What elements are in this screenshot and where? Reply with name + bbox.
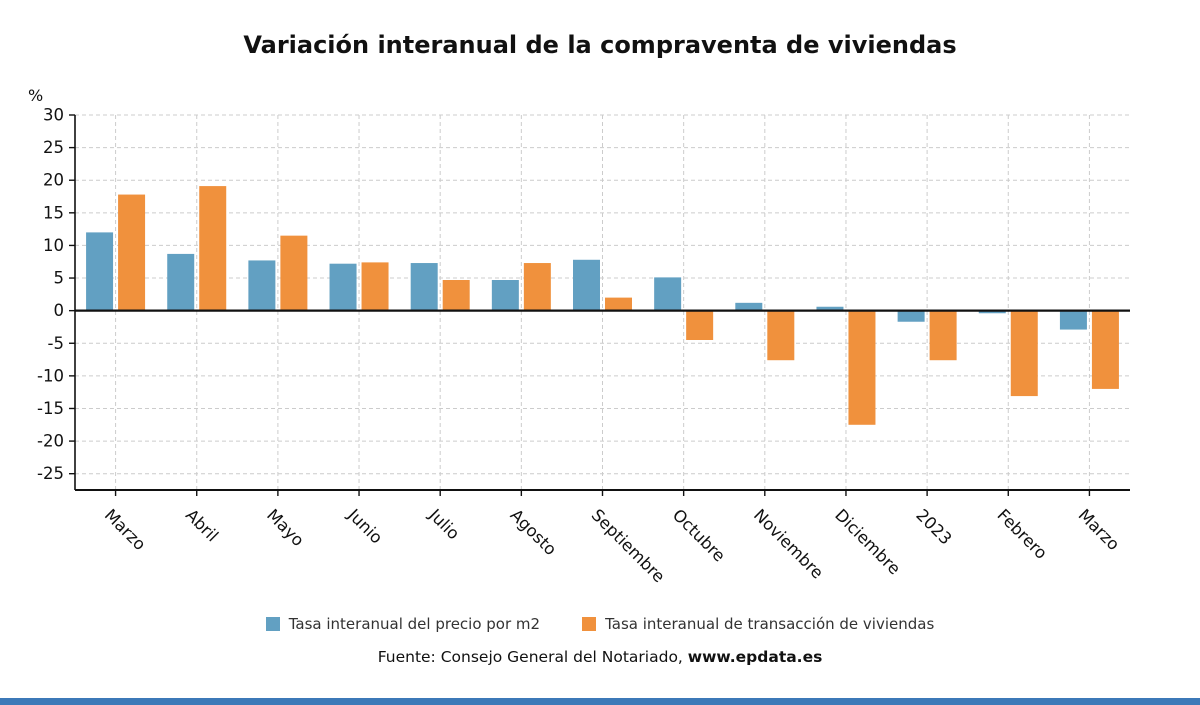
legend-swatch-transaccion-icon xyxy=(582,617,597,631)
y-tick-label: -15 xyxy=(37,399,64,418)
legend-item-transaccion: Tasa interanual de transacción de vivien… xyxy=(582,615,934,633)
bar-transaccion xyxy=(523,263,551,311)
bar-precio xyxy=(1059,310,1087,330)
source-text: Fuente: Consejo General del Notariado, xyxy=(377,648,688,666)
bar-transaccion xyxy=(1010,310,1038,397)
y-tick-label: -5 xyxy=(48,334,64,353)
y-tick-label: -10 xyxy=(37,366,64,385)
y-tick-label: 20 xyxy=(43,171,64,190)
chart-title: Variación interanual de la compraventa d… xyxy=(243,31,957,59)
bar-precio xyxy=(816,306,844,311)
y-tick-label: 15 xyxy=(43,203,64,222)
x-tick-label: Abril xyxy=(182,505,222,545)
legend: Tasa interanual del precio por m2 Tasa i… xyxy=(0,615,1200,633)
bar-precio xyxy=(491,280,519,311)
x-tick-label: Agosto xyxy=(507,505,561,559)
bar-transaccion xyxy=(1091,310,1119,389)
y-tick-label: 30 xyxy=(43,106,64,125)
bar-transaccion xyxy=(199,186,227,311)
bar-precio xyxy=(329,263,357,311)
y-axis-unit-label: % xyxy=(28,86,44,105)
bar-transaccion xyxy=(118,194,146,311)
bar-transaccion xyxy=(767,310,795,361)
bar-transaccion xyxy=(605,297,632,311)
source-line: Fuente: Consejo General del Notariado, w… xyxy=(0,648,1200,666)
source-site: www.epdata.es xyxy=(687,648,823,666)
y-tick-label: -25 xyxy=(37,464,64,483)
bar-precio xyxy=(410,263,438,311)
legend-label-precio: Tasa interanual del precio por m2 xyxy=(288,615,541,633)
bar-precio xyxy=(248,260,276,311)
bar-transaccion xyxy=(361,262,389,311)
bar-precio xyxy=(735,302,763,311)
chart-svg: 30 25 20 15 10 5 0 -5 -10 -15 -20 -25 Marzo Abril Mayo… xyxy=(37,106,1130,586)
y-tick-label: 5 xyxy=(54,269,65,288)
bar-transaccion xyxy=(848,310,876,425)
bar-transaccion xyxy=(686,310,714,340)
legend-swatch-precio-icon xyxy=(265,617,280,631)
x-tick-label: Febrero xyxy=(993,505,1050,562)
y-tick-label: -20 xyxy=(37,432,64,451)
x-tick-label: Marzo xyxy=(1075,505,1124,554)
x-tick-label: Marzo xyxy=(101,505,150,554)
bottom-accent-bar xyxy=(0,698,1200,705)
bar-transaccion xyxy=(929,310,957,361)
x-tick-label: 2023 xyxy=(912,505,955,548)
x-tick-label: Octubre xyxy=(669,505,729,565)
bar-precio xyxy=(86,232,114,311)
bar-precio xyxy=(573,259,600,311)
y-tick-label: 25 xyxy=(43,138,64,157)
legend-item-precio: Tasa interanual del precio por m2 xyxy=(265,615,541,633)
y-tick-label: 0 xyxy=(54,301,65,320)
x-tick-label: Junio xyxy=(344,505,387,548)
bar-precio xyxy=(978,310,1006,314)
x-tick-label: Diciembre xyxy=(831,505,904,578)
bar-transaccion xyxy=(280,235,308,311)
x-tick-label: Julio xyxy=(425,505,464,544)
bar-precio xyxy=(167,253,195,311)
bar-precio xyxy=(654,277,682,311)
x-tick-label: Septiembre xyxy=(588,505,669,586)
y-tick-label: 10 xyxy=(43,236,64,255)
bar-transaccion xyxy=(442,280,470,311)
bar-precio xyxy=(897,310,925,322)
x-tick-label: Noviembre xyxy=(750,505,827,582)
legend-label-transaccion: Tasa interanual de transacción de vivien… xyxy=(605,615,935,633)
x-tick-label: Mayo xyxy=(263,505,308,550)
